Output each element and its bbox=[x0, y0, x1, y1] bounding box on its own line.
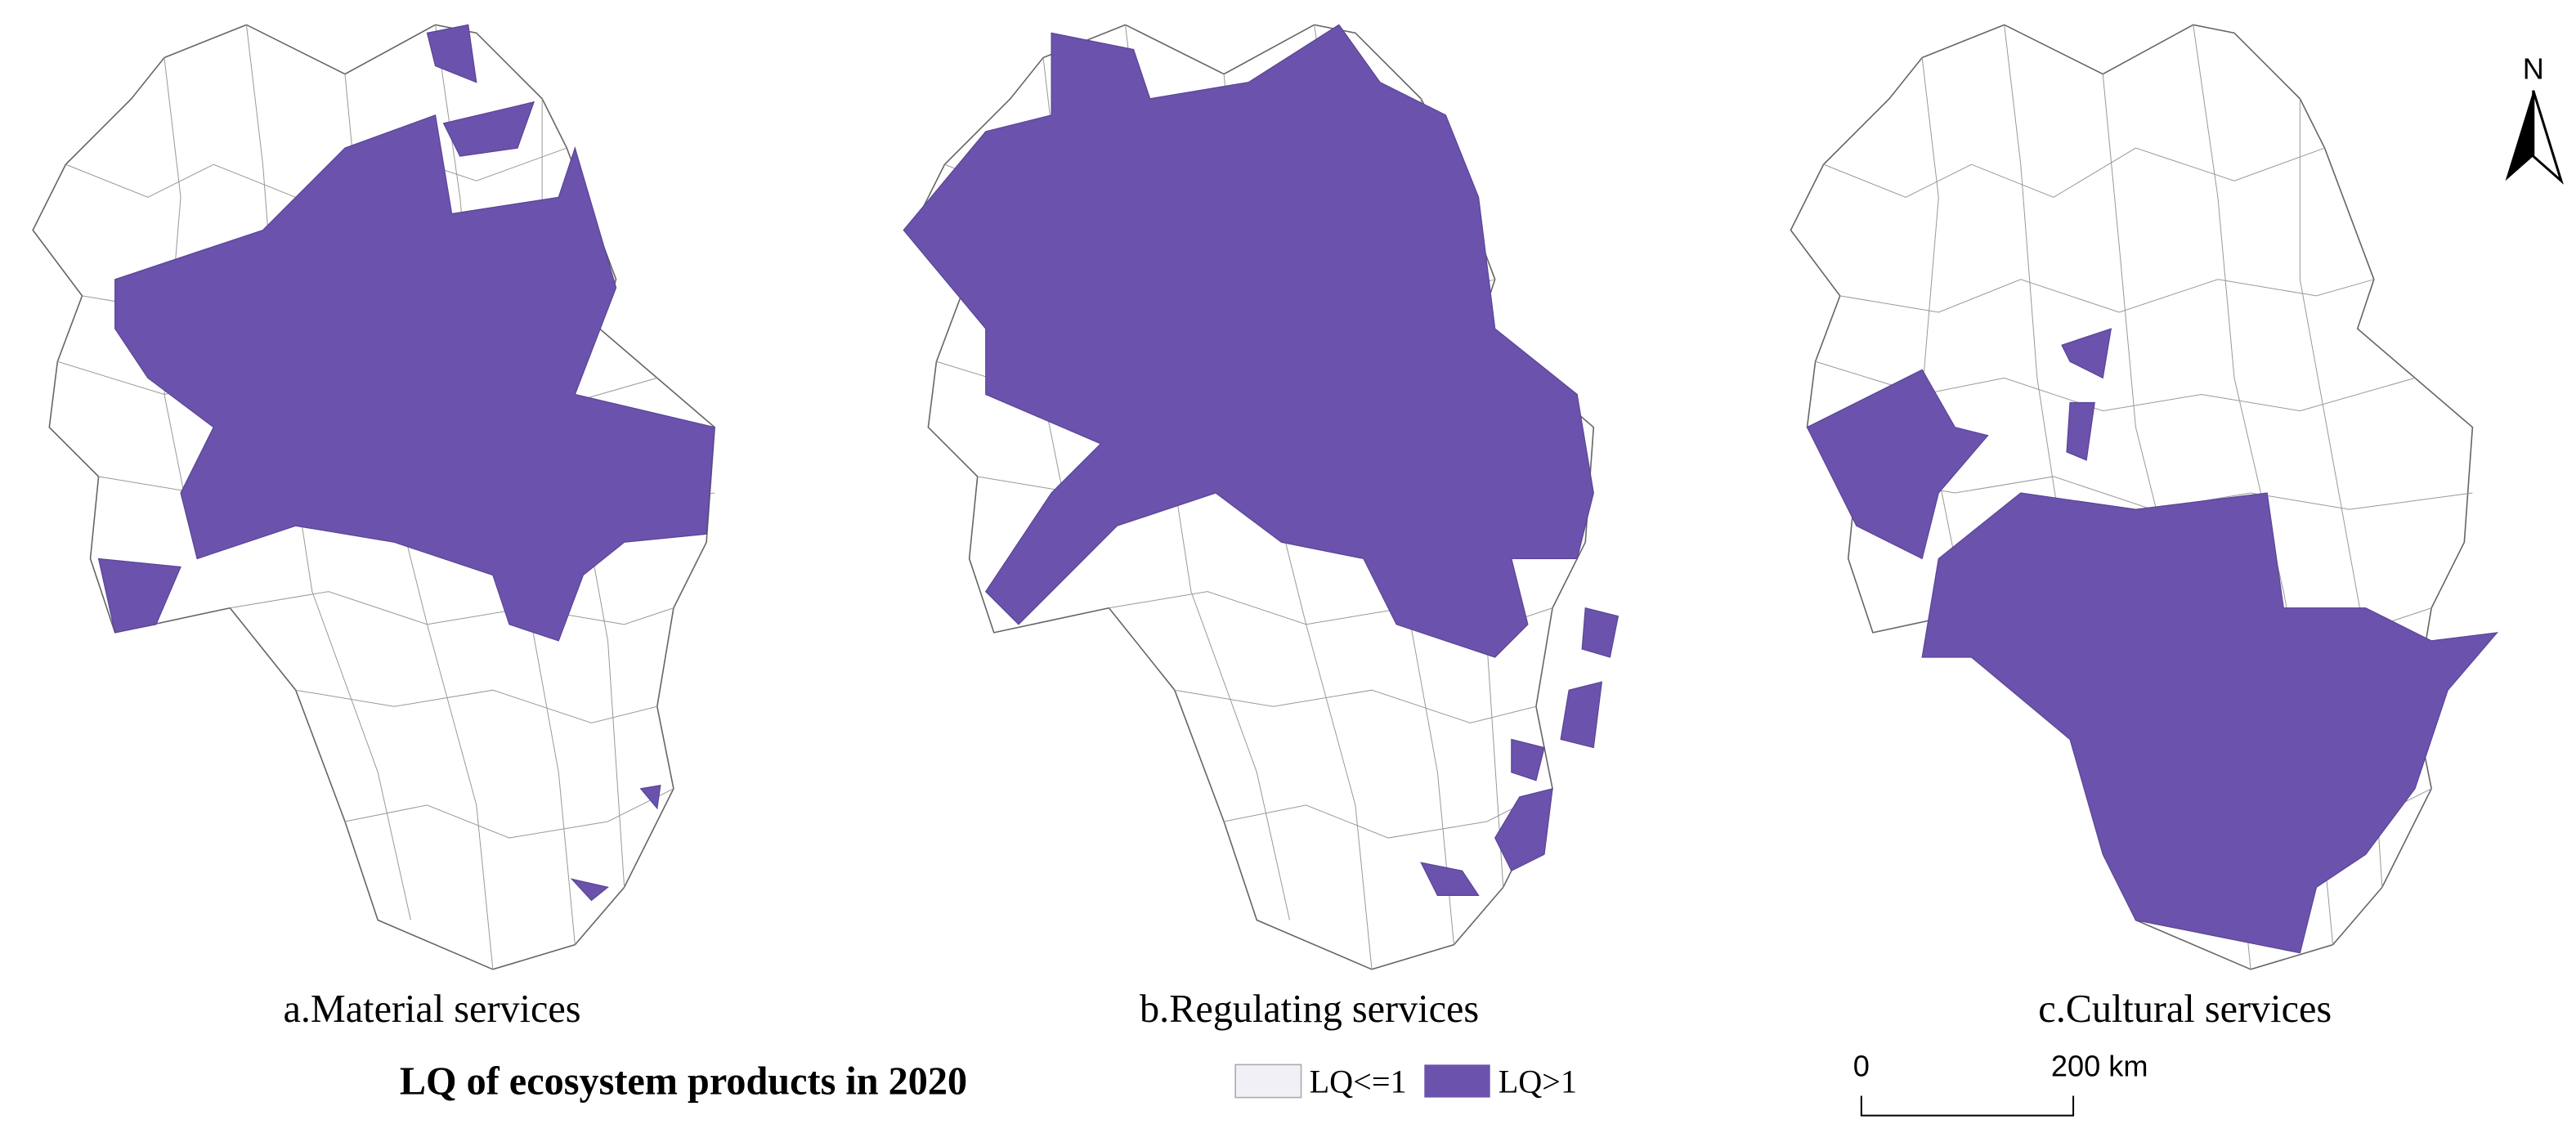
north-arrow bbox=[2532, 90, 2564, 185]
panel-caption: a.Material services bbox=[283, 987, 580, 1031]
north-arrow bbox=[2505, 90, 2533, 181]
figure-title: LQ of ecosystem products in 2020 bbox=[400, 1060, 967, 1104]
scale-label: 0 bbox=[1853, 1049, 1870, 1082]
panel-caption: c.Cultural services bbox=[2038, 987, 2332, 1031]
scale-bar bbox=[1860, 1095, 2075, 1117]
panel-caption: b.Regulating services bbox=[1140, 987, 1479, 1031]
north-label: N bbox=[2523, 52, 2544, 86]
panel-b-map bbox=[903, 24, 1620, 970]
legend-swatch bbox=[1424, 1064, 1490, 1098]
scale-label: 200 km bbox=[2051, 1049, 2148, 1082]
legend-swatch bbox=[1234, 1064, 1302, 1099]
panel-a-map bbox=[32, 24, 716, 970]
legend-label: LQ<=1 bbox=[1310, 1064, 1407, 1100]
legend-label: LQ>1 bbox=[1499, 1064, 1577, 1100]
panel-c-map bbox=[1790, 24, 2499, 970]
